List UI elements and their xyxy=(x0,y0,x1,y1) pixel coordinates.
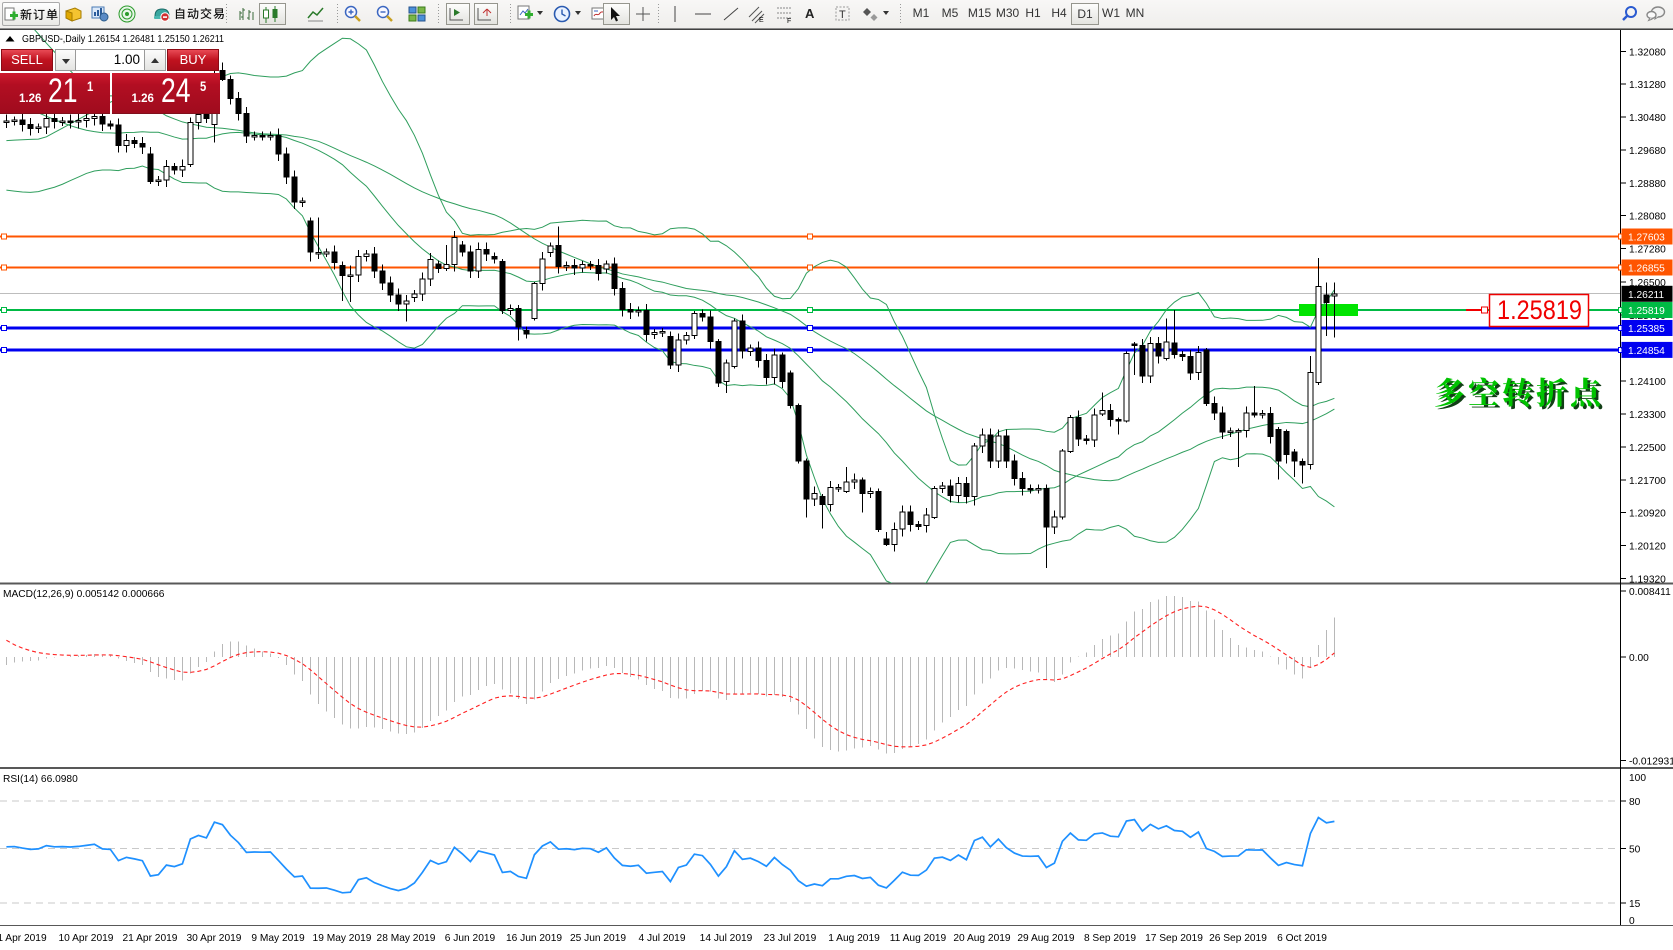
svg-text:1.19320: 1.19320 xyxy=(1629,574,1666,585)
svg-text:1.29680: 1.29680 xyxy=(1629,146,1666,157)
svg-text:50: 50 xyxy=(1629,844,1641,855)
svg-text:1.23300: 1.23300 xyxy=(1629,410,1666,421)
svg-text:1.24854: 1.24854 xyxy=(1628,346,1665,357)
svg-text:1.26211: 1.26211 xyxy=(1628,290,1664,301)
svg-text:E: E xyxy=(759,17,764,24)
svg-text:20 Aug 2019: 20 Aug 2019 xyxy=(953,933,1011,944)
svg-text:26 Sep 2019: 26 Sep 2019 xyxy=(1209,933,1267,944)
svg-text:1.24100: 1.24100 xyxy=(1629,377,1666,388)
svg-text:1.26855: 1.26855 xyxy=(1628,264,1665,275)
svg-text:1.26500: 1.26500 xyxy=(1629,278,1666,289)
svg-text:4 Jul 2019: 4 Jul 2019 xyxy=(638,933,685,944)
svg-text:6 Jun 2019: 6 Jun 2019 xyxy=(445,933,496,944)
svg-text:1.27603: 1.27603 xyxy=(1628,233,1665,244)
svg-text:25 Jun 2019: 25 Jun 2019 xyxy=(570,933,626,944)
svg-text:1.21700: 1.21700 xyxy=(1629,476,1666,487)
svg-text:0.008411: 0.008411 xyxy=(1629,587,1671,598)
svg-text:T: T xyxy=(839,9,846,21)
svg-text:-0.012931: -0.012931 xyxy=(1629,757,1673,768)
svg-text:8 Sep 2019: 8 Sep 2019 xyxy=(1084,933,1136,944)
svg-text:1.25385: 1.25385 xyxy=(1628,324,1665,335)
svg-text:1 Apr 2019: 1 Apr 2019 xyxy=(0,933,47,944)
svg-text:14 Jul 2019: 14 Jul 2019 xyxy=(700,933,753,944)
svg-text:9 May 2019: 9 May 2019 xyxy=(251,933,305,944)
svg-text:16 Jun 2019: 16 Jun 2019 xyxy=(506,933,562,944)
svg-text:RSI(14) 66.0980: RSI(14) 66.0980 xyxy=(3,774,78,785)
svg-text:1 Aug 2019: 1 Aug 2019 xyxy=(828,933,880,944)
svg-text:1.25819: 1.25819 xyxy=(1497,295,1582,325)
svg-text:0.00: 0.00 xyxy=(1629,653,1649,664)
svg-text:1.20120: 1.20120 xyxy=(1629,541,1666,552)
svg-text:100: 100 xyxy=(1629,773,1646,784)
svg-text:29 Aug 2019: 29 Aug 2019 xyxy=(1017,933,1075,944)
svg-text:30 Apr 2019: 30 Apr 2019 xyxy=(187,933,242,944)
svg-text:1.30480: 1.30480 xyxy=(1629,113,1666,124)
svg-text:80: 80 xyxy=(1629,797,1641,808)
svg-text:28 May 2019: 28 May 2019 xyxy=(377,933,436,944)
svg-text:19 May 2019: 19 May 2019 xyxy=(313,933,372,944)
svg-text:23 Jul 2019: 23 Jul 2019 xyxy=(764,933,817,944)
svg-text:10 Apr 2019: 10 Apr 2019 xyxy=(59,933,114,944)
svg-text:1.28880: 1.28880 xyxy=(1629,179,1666,190)
svg-text:0: 0 xyxy=(1629,916,1635,927)
svg-text:MACD(12,26,9) 0.005142 0.00066: MACD(12,26,9) 0.005142 0.000666 xyxy=(3,589,165,600)
svg-text:15: 15 xyxy=(1629,899,1641,910)
svg-text:1.32080: 1.32080 xyxy=(1629,48,1666,59)
svg-text:GBPUSD-,Daily 1.26154 1.26481: GBPUSD-,Daily 1.26154 1.26481 1.25150 1.… xyxy=(22,33,224,45)
svg-text:17 Sep 2019: 17 Sep 2019 xyxy=(1145,933,1203,944)
svg-text:11 Aug 2019: 11 Aug 2019 xyxy=(890,933,947,944)
svg-text:21 Apr 2019: 21 Apr 2019 xyxy=(123,933,178,944)
svg-text:1.27280: 1.27280 xyxy=(1629,244,1666,255)
svg-text:6 Oct 2019: 6 Oct 2019 xyxy=(1277,933,1327,944)
svg-text:1.20920: 1.20920 xyxy=(1629,508,1666,519)
svg-text:1.22500: 1.22500 xyxy=(1629,443,1666,454)
svg-text:F: F xyxy=(787,18,791,24)
svg-text:1.31280: 1.31280 xyxy=(1629,80,1666,91)
svg-text:1.28080: 1.28080 xyxy=(1629,212,1666,223)
svg-text:1.25819: 1.25819 xyxy=(1628,306,1665,317)
